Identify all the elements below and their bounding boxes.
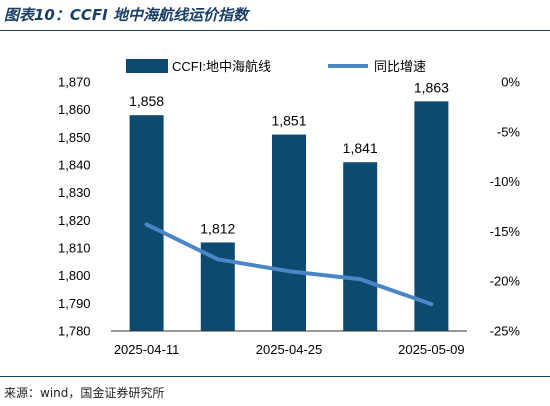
x-tick-label: 2025-04-25 <box>256 342 323 357</box>
yoy-point <box>217 258 219 260</box>
bar-data-labels: 1,858 1,812 1,851 1,841 1,863 <box>129 79 449 236</box>
left-tick-label: 1,860 <box>58 102 91 117</box>
right-tick-label: -20% <box>490 274 521 289</box>
x-tick-label: 2025-04-11 <box>114 342 180 357</box>
bar <box>272 134 306 331</box>
bar <box>343 162 378 331</box>
top-rule <box>0 30 550 31</box>
left-tick-label: 1,830 <box>58 185 91 200</box>
left-tick-label: 1,870 <box>58 75 91 90</box>
bar-value-label: 1,858 <box>129 93 164 109</box>
legend-bar-swatch <box>126 59 168 73</box>
figure-title: 图表10：CCFI 地中海航线运价指数 <box>4 6 248 24</box>
left-tick-label: 1,800 <box>58 268 91 283</box>
bar-value-label: 1,841 <box>343 140 378 156</box>
left-tick-label: 1,790 <box>58 296 91 311</box>
bar-value-label: 1,812 <box>200 220 235 236</box>
right-tick-label: -10% <box>490 174 521 189</box>
bottom-rule <box>0 376 550 377</box>
line-series <box>144 222 434 307</box>
left-tick-label: 1,810 <box>58 241 91 256</box>
yoy-point <box>359 278 361 280</box>
bar-value-label: 1,851 <box>271 113 306 129</box>
left-tick-label: 1,850 <box>58 130 91 145</box>
bar <box>414 101 449 331</box>
right-tick-label: -5% <box>497 124 521 139</box>
yoy-point <box>288 270 290 272</box>
yoy-point <box>146 223 148 225</box>
left-tick-label: 1,820 <box>58 213 91 228</box>
right-tick-label: -15% <box>490 224 521 239</box>
bar-value-label: 1,863 <box>414 79 449 95</box>
right-y-axis: 0% -5% -10% -15% -20% -25% <box>490 75 521 339</box>
right-tick-label: 0% <box>501 75 520 90</box>
chart-legend: CCFI:地中海航线 同比增速 <box>126 59 426 74</box>
left-tick-label: 1,840 <box>58 158 91 173</box>
left-tick-label: 1,780 <box>58 324 91 339</box>
left-y-axis: 1,870 1,860 1,850 1,840 1,830 1,820 1,810 1,800… <box>58 75 91 339</box>
bar-series <box>129 101 449 331</box>
right-tick-label: -25% <box>490 324 521 339</box>
yoy-point <box>430 303 432 305</box>
x-axis-labels: 2025-04-11 2025-04-25 2025-05-09 <box>114 342 465 357</box>
source-note: 来源：wind，国金证券研究所 <box>4 386 165 400</box>
legend-bar-label: CCFI:地中海航线 <box>172 59 271 74</box>
x-tick-label: 2025-05-09 <box>398 342 465 357</box>
bar <box>200 242 235 331</box>
legend-line-label: 同比增速 <box>374 59 426 74</box>
